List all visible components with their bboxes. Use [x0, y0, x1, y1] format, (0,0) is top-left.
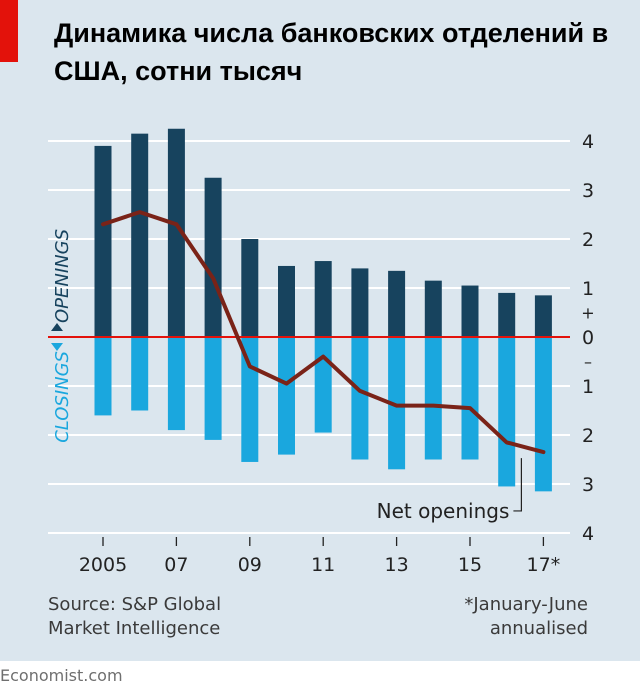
openings-bar: [388, 270, 406, 337]
openings-bar: [167, 128, 185, 337]
annotation-leader: [513, 458, 523, 512]
y-tick-label: 3: [582, 474, 594, 496]
closings-bar: [388, 337, 406, 470]
openings-bar: [351, 268, 369, 337]
y-tick-label: 4: [582, 523, 594, 545]
openings-bar: [314, 261, 332, 337]
closings-bar: [167, 337, 185, 431]
openings-bar: [461, 285, 479, 337]
side-axis-label: OPENINGS CLOSINGS: [52, 229, 73, 443]
openings-bar: [204, 177, 222, 337]
y-tick-label: 2: [582, 425, 594, 447]
closings-bar: [351, 337, 369, 460]
x-tick-label: 15: [458, 554, 482, 576]
credit-label: Economist.com: [0, 666, 123, 685]
openings-bar: [498, 292, 516, 337]
minus-sign: –: [584, 353, 592, 372]
openings-side-label: OPENINGS: [52, 229, 73, 323]
closings-bar: [314, 337, 332, 433]
openings-bar: [131, 133, 149, 337]
source-note: Source: S&P Global Market Intelligence: [48, 594, 222, 639]
y-tick-label: 0: [582, 327, 594, 349]
openings-bar: [94, 145, 112, 337]
plus-sign: +: [581, 304, 594, 323]
closings-bar: [461, 337, 479, 460]
closings-side-label: CLOSINGS: [52, 351, 73, 443]
chart-title: Динамика числа банковских отделений в СШ…: [54, 18, 609, 86]
closings-bar: [131, 337, 149, 411]
closings-arrow-icon: [51, 343, 63, 351]
closings-bar: [94, 337, 112, 416]
y-tick-label: 4: [582, 131, 594, 153]
y-tick-label: 1: [582, 278, 594, 300]
chart-plot: 4 3 2 1 0 1 2 3 4 + – Net openings 2005 07 09 11 13 15 17*…: [48, 128, 595, 576]
openings-arrow-icon: [51, 323, 63, 331]
openings-bar: [241, 239, 259, 337]
x-tick-label: 2005: [79, 554, 127, 576]
y-tick-label: 3: [582, 180, 594, 202]
x-tick-label: 11: [311, 554, 335, 576]
y-tick-label: 1: [582, 376, 594, 398]
closings-bar: [204, 337, 222, 440]
y-tick-label: 2: [582, 229, 594, 251]
x-tick-label: 13: [385, 554, 409, 576]
x-tick-label: 17*: [527, 554, 561, 576]
closings-bar: [278, 337, 295, 455]
net-openings-annotation: Net openings: [377, 499, 510, 523]
net-openings-line: [101, 210, 546, 455]
closings-bar: [498, 337, 516, 487]
brand-accent-bar: [0, 0, 18, 62]
footnote: *January-June annualised: [464, 594, 588, 639]
openings-bar: [424, 280, 442, 337]
closings-bar: [534, 337, 552, 492]
openings-bar: [278, 265, 295, 337]
x-tick-label: 07: [164, 554, 188, 576]
x-tick-label: 09: [238, 554, 262, 576]
closings-bar: [424, 337, 442, 460]
openings-bar: [534, 295, 552, 337]
